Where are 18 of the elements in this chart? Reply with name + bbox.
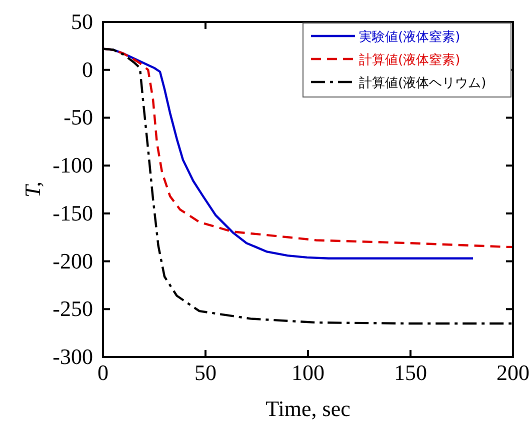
x-tick-label: 200 xyxy=(496,360,530,385)
x-tick-label: 50 xyxy=(194,360,216,385)
x-tick-label: 0 xyxy=(98,360,108,385)
x-tick-label: 100 xyxy=(292,360,324,385)
x-axis-title: Time, sec xyxy=(266,396,351,421)
legend-label: 計算値(液体窒素) xyxy=(359,52,460,68)
legend-label: 実験値(液体窒素) xyxy=(359,29,460,45)
y-tick-label: -50 xyxy=(64,104,93,130)
y-tick-label: -200 xyxy=(52,248,93,274)
y-tick-label: -150 xyxy=(52,200,93,226)
y-tick-label: 0 xyxy=(82,56,93,82)
y-axis-title: T, xyxy=(20,181,45,198)
y-tick-label: -250 xyxy=(52,296,93,322)
legend-label: 計算値(液体ヘリウム) xyxy=(359,76,486,91)
x-tick-label: 150 xyxy=(394,360,427,385)
y-tick-label: 50 xyxy=(71,9,93,34)
y-tick-label: -100 xyxy=(52,152,93,178)
y-tick-label: -300 xyxy=(52,344,93,369)
